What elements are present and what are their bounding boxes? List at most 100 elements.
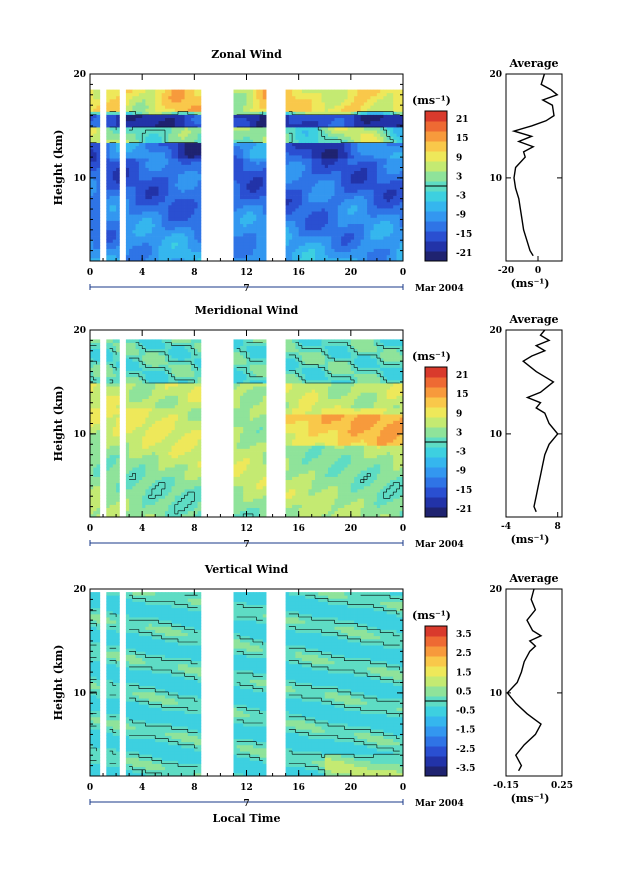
x-tick-label: 0 (400, 524, 406, 534)
colorbar-tick-label: -2.5 (456, 745, 475, 755)
month-label: Mar 2004 (415, 540, 464, 550)
average-x-tick-label: 8 (555, 522, 561, 532)
colorbar: (ms⁻¹) 21 15 9 3 -3 -9 -15 -21 (412, 94, 472, 262)
date-axis: 7 Mar 2004 (89, 284, 464, 294)
y-tick-label: 10 (73, 689, 86, 699)
colorbar: (ms⁻¹) 3.5 2.5 1.5 0.5 -0.5 -1.5 -2.5 -3.5 (412, 609, 475, 777)
x-tick-label: 20 (345, 524, 358, 534)
colorbar-tick-label: 3 (456, 428, 462, 438)
x-tick-label: 0 (87, 783, 93, 793)
y-axis: 10 20 (73, 585, 403, 777)
panel-title: Meridional Wind (195, 304, 299, 317)
average-panel: Average 10 20 -20 0(ms⁻¹) (489, 57, 563, 290)
colorbar-tick-label: -9 (456, 467, 466, 477)
average-x-label: (ms⁻¹) (511, 792, 550, 805)
date-axis: 7 Mar 2004 (89, 540, 464, 550)
average-title: Average (508, 57, 558, 70)
colorbar-tick-label: 9 (456, 153, 462, 163)
y-axis-label: Height (km) (52, 386, 65, 462)
colorbar-tick-label: 2.5 (456, 649, 472, 659)
x-tick-label: 4 (139, 783, 145, 793)
colorbar-tick-label: -3 (456, 192, 466, 202)
date-label: 7 (243, 799, 249, 809)
colorbar-tick-label: -1.5 (456, 726, 475, 736)
panel-zonal: Zonal Wind 0 4 8 12 16 20 0 10 20 Height (km) 7 Mar … (52, 48, 563, 294)
zero-contours (90, 342, 400, 517)
y-axis: 10 20 (73, 70, 403, 262)
date-axis: 7 Mar 2004 (89, 799, 464, 809)
y-tick-label: 20 (73, 326, 86, 336)
x-tick-label: 20 (345, 268, 358, 278)
colorbar-tick-label: 15 (456, 134, 469, 144)
average-x-tick-label: 0 (535, 266, 541, 276)
colorbar-tick-label: -21 (456, 249, 472, 259)
average-panel: Average 10 20 -0.15 0.25(ms⁻¹) (489, 572, 572, 805)
average-frame (505, 73, 563, 262)
average-profile-line (511, 73, 559, 257)
x-tick-label: 12 (240, 268, 253, 278)
colorbar-tick-label: -3.5 (456, 764, 475, 774)
x-tick-label: 8 (191, 783, 197, 793)
colorbar-unit: (ms⁻¹) (412, 350, 451, 363)
average-x-tick-label: -0.15 (493, 781, 519, 791)
month-label: Mar 2004 (415, 799, 464, 809)
month-label: Mar 2004 (415, 284, 464, 294)
y-tick-label: 10 (73, 430, 86, 440)
zero-contours (90, 111, 400, 143)
x-axis: 0 4 8 12 16 20 0 (87, 74, 406, 278)
y-axis: 10 20 (73, 326, 403, 518)
average-y-tick-label: 20 (489, 585, 502, 595)
x-tick-label: 16 (292, 524, 305, 534)
heatmap-field (90, 339, 404, 518)
panel-title: Vertical Wind (204, 563, 289, 576)
y-tick-label: 20 (73, 585, 86, 595)
x-tick-label: 16 (292, 783, 305, 793)
colorbar: (ms⁻¹) 21 15 9 3 -3 -9 -15 -21 (412, 350, 472, 518)
average-y-tick-label: 10 (489, 430, 502, 440)
colorbar-tick-label: -0.5 (456, 707, 475, 717)
x-tick-label: 0 (87, 524, 93, 534)
panel-title: Zonal Wind (211, 48, 282, 61)
colorbar-tick-label: 21 (456, 115, 469, 125)
x-tick-label: 20 (345, 783, 358, 793)
colorbar-tick-label: 0.5 (456, 687, 472, 697)
x-tick-label: 4 (139, 524, 145, 534)
colorbar-tick-label: -9 (456, 211, 466, 221)
x-axis: 0 4 8 12 16 20 0 (87, 330, 406, 534)
y-axis-label: Height (km) (52, 645, 65, 721)
average-title: Average (508, 572, 558, 585)
heatmap-field (90, 592, 404, 777)
heatmap-field (90, 89, 404, 262)
colorbar-tick-label: 3 (456, 172, 462, 182)
panel-vertical: Vertical Wind 0 4 8 12 16 20 0 10 20 Height (km) 7 M… (52, 563, 573, 825)
x-tick-label: 4 (139, 268, 145, 278)
date-label: 7 (243, 284, 249, 294)
average-y-tick-label: 10 (489, 689, 502, 699)
colorbar-tick-label: -3 (456, 448, 466, 458)
colorbar-unit: (ms⁻¹) (412, 94, 451, 107)
colorbar-tick-label: 3.5 (456, 630, 472, 640)
x-tick-label: 8 (191, 268, 197, 278)
colorbar-tick-label: 1.5 (456, 668, 472, 678)
colorbar-unit: (ms⁻¹) (412, 609, 451, 622)
average-x-tick-label: -20 (498, 266, 514, 276)
x-tick-label: 12 (240, 783, 253, 793)
average-y-tick-label: 20 (489, 70, 502, 80)
x-tick-label: 0 (400, 783, 406, 793)
colorbar-tick-label: -15 (456, 486, 472, 496)
y-tick-label: 20 (73, 70, 86, 80)
colorbar-tick-label: 21 (456, 371, 469, 381)
x-tick-label: 16 (292, 268, 305, 278)
y-axis-label: Height (km) (52, 130, 65, 206)
average-x-tick-label: -4 (501, 522, 511, 532)
average-y-tick-label: 10 (489, 174, 502, 184)
date-label: 7 (243, 540, 249, 550)
y-tick-label: 10 (73, 174, 86, 184)
x-tick-label: 8 (191, 524, 197, 534)
average-x-label: (ms⁻¹) (511, 277, 550, 290)
x-tick-label: 12 (240, 524, 253, 534)
colorbar-tick-label: -15 (456, 230, 472, 240)
average-frame (505, 588, 563, 777)
colorbar-tick-label: 9 (456, 409, 462, 419)
